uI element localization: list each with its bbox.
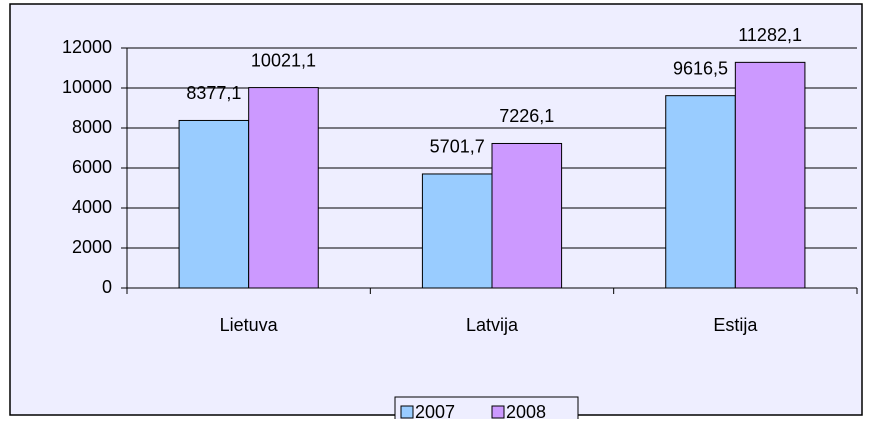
y-tick-label: 4000 [72,197,112,217]
data-label: 5701,7 [430,137,485,157]
legend-swatch [400,405,414,419]
bar [248,87,319,289]
bar [491,142,563,289]
legend-label: 2008 [506,402,546,419]
x-tick-label: Estija [713,315,758,335]
bar [178,119,250,289]
data-label: 11282,1 [738,25,802,45]
bar [421,173,493,289]
data-label: 9616,5 [673,58,728,78]
y-tick-label: 2000 [72,237,112,257]
bar [665,95,736,289]
data-label: 8377,1 [186,83,241,103]
bar [734,61,806,289]
legend-swatch [491,405,505,419]
y-tick-label: 12000 [62,37,112,57]
y-tick-label: 8000 [72,117,112,137]
legend-label: 2007 [415,402,455,419]
data-label: 7226,1 [499,106,554,126]
x-tick-label: Lietuva [220,315,279,335]
y-tick-label: 10000 [62,77,112,97]
x-tick-label: Latvija [466,315,519,335]
y-tick-label: 6000 [72,157,112,177]
y-tick-label: 0 [102,277,112,297]
data-label: 10021,1 [251,50,316,70]
